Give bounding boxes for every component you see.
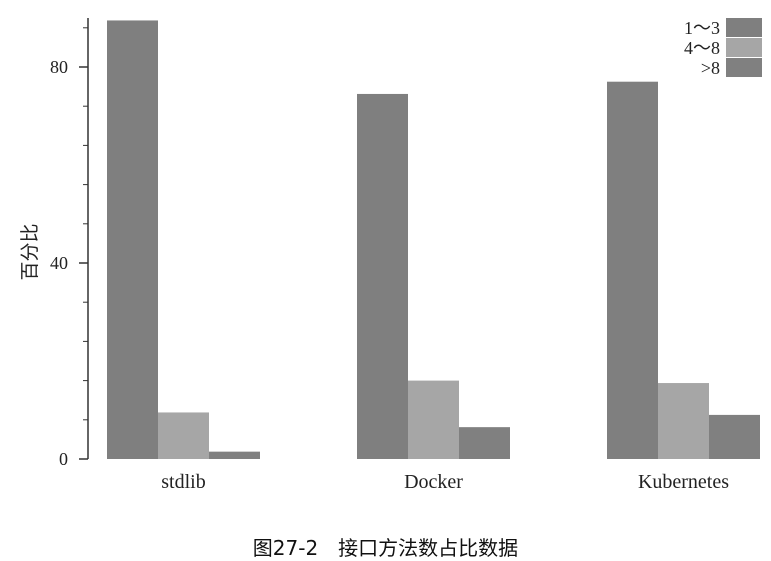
bar-chart: 百分比 0 40 80 stdlib Docker Kubernetes 1～34～8>… <box>19 18 762 493</box>
bar-kubernetes-series-1 <box>607 81 658 459</box>
y-tick-label: 80 <box>50 57 68 77</box>
legend-label: 1～3 <box>684 18 720 38</box>
x-category-label: Docker <box>404 471 463 493</box>
bar-docker-series-2 <box>408 380 459 459</box>
legend: 1～34～8>8 <box>684 18 762 78</box>
bar-stdlib-series-3 <box>209 451 260 459</box>
y-tick-label: 0 <box>59 449 68 469</box>
bar-stdlib-series-1 <box>107 20 158 459</box>
legend-label: >8 <box>701 58 720 78</box>
y-tick-label: 40 <box>50 253 68 273</box>
x-category-label: Kubernetes <box>638 471 729 493</box>
legend-swatch <box>726 38 762 57</box>
y-axis-label: 百分比 <box>19 223 41 280</box>
bar-stdlib-series-2 <box>158 412 209 459</box>
bar-kubernetes-series-3 <box>709 414 760 459</box>
bar-kubernetes-series-2 <box>658 383 709 459</box>
category-labels: stdlib Docker Kubernetes <box>161 471 729 493</box>
bar-docker-series-1 <box>357 93 408 459</box>
y-ticks: 0 40 80 <box>50 27 88 469</box>
legend-swatch <box>726 18 762 37</box>
x-category-label: stdlib <box>161 471 205 493</box>
bars <box>107 20 760 459</box>
legend-swatch <box>726 58 762 77</box>
figure-caption: 图27-2 接口方法数占比数据 <box>252 536 519 560</box>
bar-docker-series-3 <box>459 427 510 459</box>
legend-label: 4～8 <box>684 38 720 58</box>
